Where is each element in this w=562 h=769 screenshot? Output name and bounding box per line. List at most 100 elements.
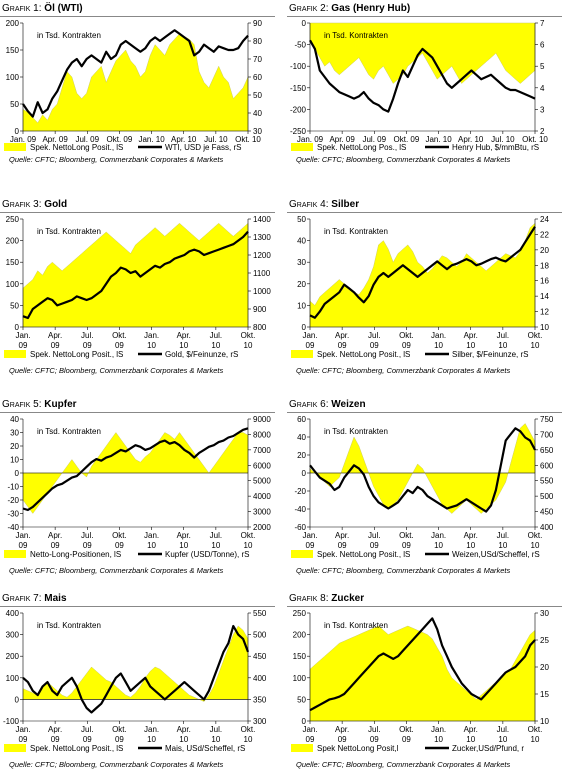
y-left-tick-label: 30: [10, 429, 19, 438]
chart-prefix: Grafik 2:: [289, 3, 329, 14]
x-tick-label: Okt. 10: [522, 135, 548, 144]
area-series: [22, 33, 249, 132]
x-tick-label: Jan. 09: [15, 331, 30, 350]
x-tick-label: Jul. 10: [210, 331, 222, 350]
y-left-tick-label: 100: [6, 280, 20, 289]
x-tick-label: Apr. 10: [171, 135, 197, 144]
y-left-tick-label: 0: [302, 717, 307, 726]
y-left-tick-label: -50: [294, 41, 306, 50]
chart-prefix: Grafik 7:: [2, 593, 42, 604]
x-tick-label: Jan. 10: [431, 531, 446, 550]
y-right-tick-label: 5: [540, 62, 545, 71]
y-left-tick-label: 20: [10, 442, 19, 451]
legend-label: Spek. NettoLong Posit., lS: [317, 350, 410, 359]
chart-title-text: Öl (WTI): [41, 3, 83, 14]
chart-svg: -100 0 100 200 300 400 300 350 400 450 500 550 Jan. 0…: [3, 609, 267, 753]
y-left-tick-label: 150: [293, 652, 307, 661]
legend-label: Henry Hub, $/mmBtu, rS: [452, 143, 539, 152]
y-right-tick-label: 80: [253, 37, 262, 46]
x-tick-label: Apr. 10: [464, 531, 478, 550]
y-right-tick-label: 22: [540, 230, 549, 239]
chart-title: Grafik 4: Silber: [289, 199, 359, 210]
y-left-tick-label: 100: [6, 73, 20, 82]
chart-title: Grafik 7: Mais: [2, 593, 67, 604]
x-tick-label: Jul. 09: [81, 331, 93, 350]
chart-annotation: in Tsd. Kontrakten: [324, 31, 388, 40]
area-series: [309, 625, 536, 722]
legend-label: Zucker,USd/Pfund, r: [452, 744, 524, 753]
legend-area-swatch: [291, 143, 313, 151]
line-series: [22, 29, 249, 118]
x-tick-label: Okt. 09: [112, 331, 127, 350]
x-tick-label: Apr. 09: [42, 135, 68, 144]
x-tick-label: Okt. 09: [107, 135, 133, 144]
y-right-tick-label: 450: [540, 508, 554, 517]
y-left-tick-label: 0: [302, 19, 307, 28]
y-right-tick-label: 1400: [253, 215, 271, 224]
y-left-tick-label: 0: [15, 323, 20, 332]
x-tick-label: Apr. 10: [464, 725, 478, 744]
y-right-tick-label: 6: [540, 41, 545, 50]
y-right-tick-label: 650: [540, 446, 554, 455]
x-tick-label: Okt. 10: [528, 531, 543, 550]
x-tick-label: Jul. 10: [491, 135, 515, 144]
x-tick-label: Okt. 10: [235, 135, 261, 144]
x-tick-label: Jan. 10: [144, 331, 159, 350]
title-rule: [0, 412, 275, 413]
y-right-tick-label: 300: [253, 717, 267, 726]
y-right-tick-label: 16: [540, 277, 549, 286]
x-tick-label: Apr. 10: [177, 725, 191, 744]
y-right-tick-label: 500: [540, 492, 554, 501]
y-left-tick-label: 50: [10, 100, 19, 109]
area-series: [309, 222, 536, 328]
x-tick-label: Okt. 09: [112, 531, 127, 550]
y-right-tick-label: 60: [253, 73, 262, 82]
y-right-tick-label: 900: [253, 305, 267, 314]
y-right-tick-label: 90: [253, 19, 262, 28]
y-right-tick-label: 9000: [253, 415, 271, 424]
x-tick-label: Apr. 09: [48, 725, 62, 744]
x-tick-label: Jan. 09: [297, 135, 324, 144]
y-right-tick-label: 2: [540, 127, 545, 136]
y-right-tick-label: 2000: [253, 523, 271, 532]
y-left-tick-label: -20: [7, 496, 19, 505]
line-series: [309, 427, 536, 513]
y-left-tick-label: 60: [297, 415, 306, 424]
legend-label: Silber, $/Feinunze, rS: [452, 350, 528, 359]
y-right-tick-label: 10: [540, 717, 549, 726]
source-note: Quelle: CFTC; Bloomberg, Commerzbank Cor…: [296, 566, 511, 575]
chart-title-text: Kupfer: [41, 399, 77, 410]
x-tick-label: Jan. 10: [138, 135, 165, 144]
line-series: [22, 624, 250, 714]
legend-label: Weizen,USd/Scheffel, rS: [452, 550, 540, 559]
chart-svg: 0 50 100 150 200 30 40 50 60 70 80 90 Jan. 09 Apr. 09…: [4, 19, 262, 152]
legend-label: Spek. NettoLong Pos., lS: [317, 143, 406, 152]
y-right-tick-label: 6000: [253, 461, 271, 470]
y-left-tick-label: -60: [294, 523, 306, 532]
x-tick-label: Okt. 09: [399, 331, 414, 350]
y-left-tick-label: 300: [6, 631, 20, 640]
x-tick-label: Jul. 09: [368, 725, 380, 744]
x-tick-label: Okt. 09: [399, 725, 414, 744]
y-right-tick-label: 20: [540, 663, 549, 672]
y-left-tick-label: 150: [6, 46, 20, 55]
y-right-tick-label: 800: [253, 323, 267, 332]
y-right-tick-label: 400: [253, 674, 267, 683]
y-left-tick-label: 0: [302, 469, 307, 478]
y-left-tick-label: 0: [15, 127, 20, 136]
y-right-tick-label: 4000: [253, 492, 271, 501]
y-left-tick-label: 200: [6, 652, 20, 661]
y-left-tick-label: -100: [290, 62, 307, 71]
chart-title-text: Gas (Henry Hub): [328, 3, 411, 14]
y-right-tick-label: 30: [540, 609, 549, 618]
chart-svg: -40 -30 -20 -10 0 10 20 30 40 2000 3000 4000 5000 600…: [4, 415, 271, 559]
legend-label: Spek. NettoLong Posit., lS: [30, 143, 123, 152]
x-tick-label: Jan. 09: [302, 531, 317, 550]
y-left-tick-label: 250: [6, 215, 20, 224]
x-tick-label: Jan. 09: [302, 331, 317, 350]
y-right-tick-label: 550: [540, 477, 554, 486]
x-tick-label: Jan. 10: [431, 331, 446, 350]
x-tick-label: Apr. 10: [177, 531, 191, 550]
y-left-tick-label: 400: [6, 609, 20, 618]
x-tick-label: Jul. 09: [368, 331, 380, 350]
